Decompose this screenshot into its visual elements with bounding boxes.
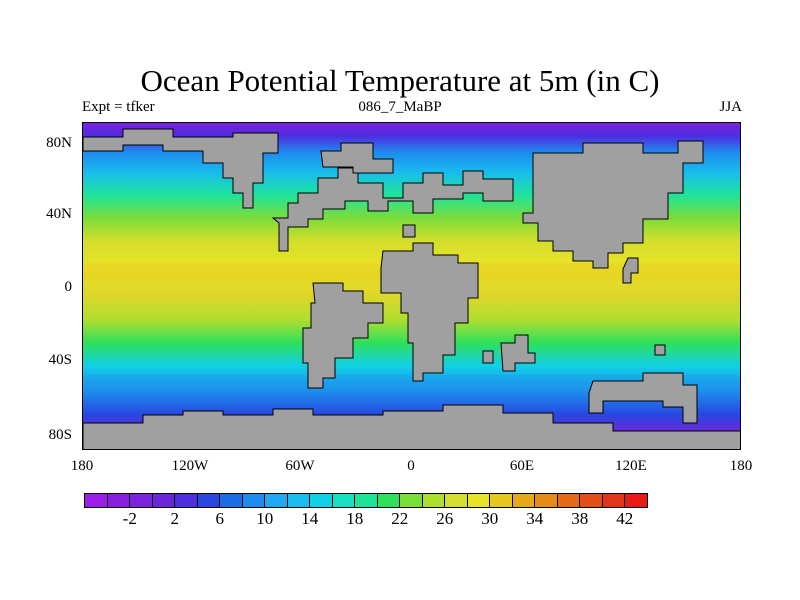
colorbar-label: 26 [436,509,454,528]
y-tick-label: 40N [46,206,72,222]
cool-band [83,375,740,385]
temperature-map [83,123,740,449]
colorbar-swatch [601,493,625,508]
land-south-america [302,282,384,389]
landmasses [83,128,740,449]
colorbar-swatch [286,493,310,508]
y-tick-label: 0 [64,279,73,295]
land-eurasia-west [271,167,514,252]
colorbar-swatch [534,493,558,508]
colorbar-swatch [309,493,333,508]
land-island-north [402,224,416,238]
colorbar-swatch [489,493,513,508]
colorbar-swatch [444,493,468,508]
colorbar-label: 10 [256,509,274,528]
period-label: 086_7_MaBP [358,99,442,115]
land-antarctic-east [588,372,698,424]
colorbar-swatch [151,493,175,508]
x-tick-label: 180 [729,458,753,474]
y-tick-label: 80S [48,427,72,443]
colorbar-label: 14 [301,509,319,528]
colorbar-swatch [106,493,130,508]
colorbar-swatch [556,493,580,508]
colorbar-swatch [219,493,243,508]
colorbar-swatch [579,493,603,508]
colorbar-label: 42 [616,509,634,528]
colorbar-swatch [196,493,220,508]
land-antarctica [83,404,740,449]
x-tick-label: 180 [70,458,94,474]
map-title: Ocean Potential Temperature at 5m (in C) [140,63,660,98]
land-greenland [320,142,394,174]
colorbar-swatch [354,493,378,508]
land-island-east-asia [622,257,639,284]
colorbar-swatch [129,493,153,508]
y-tick-label: 40S [48,352,72,368]
colorbar-swatch [466,493,490,508]
colorbar-swatch [421,493,445,508]
colorbar [84,493,648,509]
colorbar-swatch [511,493,535,508]
colorbar-label: 2 [170,509,180,528]
x-tick-label: 120W [171,458,209,474]
land-north-america [83,128,279,209]
land-island-east [654,344,666,356]
colorbar-swatch [399,493,423,508]
land-asia [522,140,704,269]
colorbar-swatch [376,493,400,508]
colorbar-label: 18 [346,509,364,528]
colorbar-swatch [624,493,648,508]
land-africa [380,242,479,382]
x-tick-label: 60W [285,458,315,474]
x-tick-label: 0 [407,458,415,474]
colorbar-label: 6 [215,509,225,528]
colorbar-label: 22 [391,509,409,528]
colorbar-label: 38 [571,509,589,528]
colorbar-swatch [174,493,198,508]
colorbar-swatch [84,493,108,508]
colorbar-swatch [264,493,288,508]
x-tick-label: 120E [615,458,647,474]
season-label: JJA [719,99,742,115]
experiment-label: Expt = tfker [82,99,155,115]
colorbar-label: 34 [526,509,544,528]
x-tick-label: 60E [509,458,535,474]
colorbar-swatch [331,493,355,508]
map-panel [82,122,741,450]
land-island-small [482,350,494,364]
colorbar-label: -2 [122,509,137,528]
y-tick-label: 80N [46,135,72,151]
colorbar-swatch [241,493,265,508]
land-australia [500,334,536,372]
colorbar-label: 30 [481,509,499,528]
